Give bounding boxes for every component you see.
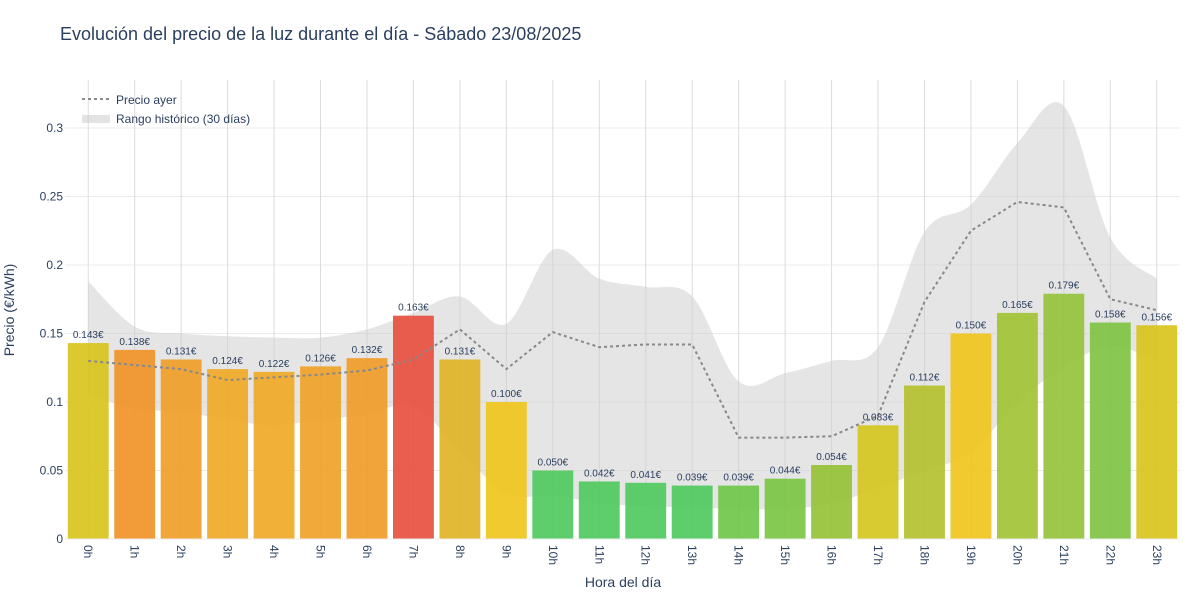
bar-value-label: 0.039€ <box>677 473 708 484</box>
x-tick-label: 20h <box>1010 545 1024 565</box>
x-tick-label: 7h <box>406 545 420 558</box>
price-bar <box>671 485 713 539</box>
bar-value-label: 0.131€ <box>166 347 197 358</box>
bar-value-label: 0.179€ <box>1049 281 1080 292</box>
bar-value-label: 0.132€ <box>352 345 383 356</box>
price-bar <box>1089 322 1131 539</box>
price-bar <box>532 470 574 539</box>
price-bar <box>857 425 899 539</box>
price-bar <box>114 349 156 539</box>
price-bar <box>764 478 806 539</box>
x-tick-label: 9h <box>499 545 513 558</box>
bar-labels-layer: 0.143€ 0.138€ 0.131€ 0.124€ 0.122€ 0.126€ 0.13… <box>73 281 1173 484</box>
x-tick-label: 0h <box>81 545 95 558</box>
x-tick-label: 19h <box>964 545 978 565</box>
legend-range-swatch <box>82 115 110 123</box>
y-tick-label: 0 <box>56 532 63 546</box>
bar-value-label: 0.041€ <box>630 470 661 481</box>
yesterday-line-layer <box>88 200 1157 439</box>
y-axis-title: Precio (€/kWh) <box>1 264 17 357</box>
bar-value-label: 0.039€ <box>723 473 754 484</box>
bar-value-label: 0.112€ <box>910 373 940 384</box>
legend-yesterday-label: Precio ayer <box>116 93 177 107</box>
y-tick-label: 0.1 <box>46 395 63 409</box>
x-tick-label: 8h <box>453 545 467 558</box>
price-bar <box>160 359 202 539</box>
bar-value-label: 0.165€ <box>1002 300 1033 311</box>
price-bar <box>346 358 388 539</box>
yesterday-price-line <box>88 200 1157 439</box>
price-bar <box>392 315 434 539</box>
bar-value-label: 0.050€ <box>538 457 569 468</box>
price-bar <box>485 401 527 539</box>
bar-value-label: 0.143€ <box>73 330 104 341</box>
chart-title: Evolución del precio de la luz durante e… <box>60 24 581 44</box>
x-tick-label: 6h <box>360 545 374 558</box>
x-tick-label: 10h <box>546 545 560 565</box>
bar-value-label: 0.150€ <box>956 320 987 331</box>
y-tick-label: 0.25 <box>40 189 64 203</box>
bar-value-label: 0.042€ <box>584 468 615 479</box>
x-tick-label: 4h <box>267 545 281 558</box>
price-bar <box>904 385 945 539</box>
bar-value-label: 0.138€ <box>119 337 150 348</box>
bar-value-label: 0.044€ <box>770 466 801 477</box>
bar-value-label: 0.122€ <box>259 359 290 370</box>
x-tick-label: 11h <box>592 545 606 564</box>
x-tick-label: 13h <box>685 545 699 565</box>
x-axis-title: Hora del día <box>585 574 661 590</box>
price-bar <box>67 343 109 539</box>
price-bar <box>253 371 295 539</box>
price-bar <box>207 369 249 539</box>
historical-range-band <box>88 102 1157 510</box>
bar-value-label: 0.124€ <box>212 356 243 367</box>
x-tick-label: 23h <box>1150 545 1164 565</box>
bar-value-label: 0.100€ <box>491 389 522 400</box>
axes-layer: 0 0.05 0.1 0.15 0.2 0.25 0.3 0h 1h 2h 3h 4h 5h 6h 7h 8h… <box>40 121 1180 565</box>
bar-value-label: 0.156€ <box>1141 312 1172 323</box>
x-tick-label: 3h <box>221 545 235 558</box>
x-tick-label: 2h <box>174 545 188 558</box>
x-tick-label: 18h <box>917 545 931 565</box>
y-tick-label: 0.3 <box>46 121 63 135</box>
legend-range-label: Rango histórico (30 días) <box>116 112 250 126</box>
price-bar <box>811 465 853 539</box>
x-tick-label: 16h <box>825 545 839 565</box>
x-tick-label: 22h <box>1103 545 1117 565</box>
x-tick-label: 17h <box>871 545 885 565</box>
x-tick-label: 12h <box>639 545 653 565</box>
price-bar <box>1136 325 1178 539</box>
price-bar <box>718 485 760 539</box>
x-tick-label: 15h <box>778 545 792 565</box>
price-bar <box>439 359 481 539</box>
x-tick-label: 1h <box>128 545 142 558</box>
x-tick-label: 21h <box>1057 545 1071 565</box>
bar-value-label: 0.126€ <box>305 353 336 364</box>
legend: Precio ayer Rango histórico (30 días) <box>82 93 250 126</box>
price-bar <box>950 333 992 539</box>
bar-value-label: 0.163€ <box>398 303 429 314</box>
historical-range-layer <box>88 102 1157 510</box>
y-tick-label: 0.15 <box>40 326 64 340</box>
price-bar <box>1043 293 1085 539</box>
x-tick-label: 14h <box>732 545 746 565</box>
bar-value-label: 0.131€ <box>445 347 476 358</box>
bars-layer <box>67 293 1178 539</box>
price-bar <box>300 366 341 539</box>
bar-value-label: 0.054€ <box>816 452 847 463</box>
price-bar <box>996 312 1038 539</box>
y-tick-label: 0.2 <box>46 258 63 272</box>
bar-value-label: 0.083€ <box>863 412 894 423</box>
y-tick-label: 0.05 <box>40 463 64 477</box>
price-bar <box>578 481 620 539</box>
bar-value-label: 0.158€ <box>1095 310 1126 321</box>
x-tick-label: 5h <box>314 545 328 558</box>
price-bar <box>625 482 667 539</box>
